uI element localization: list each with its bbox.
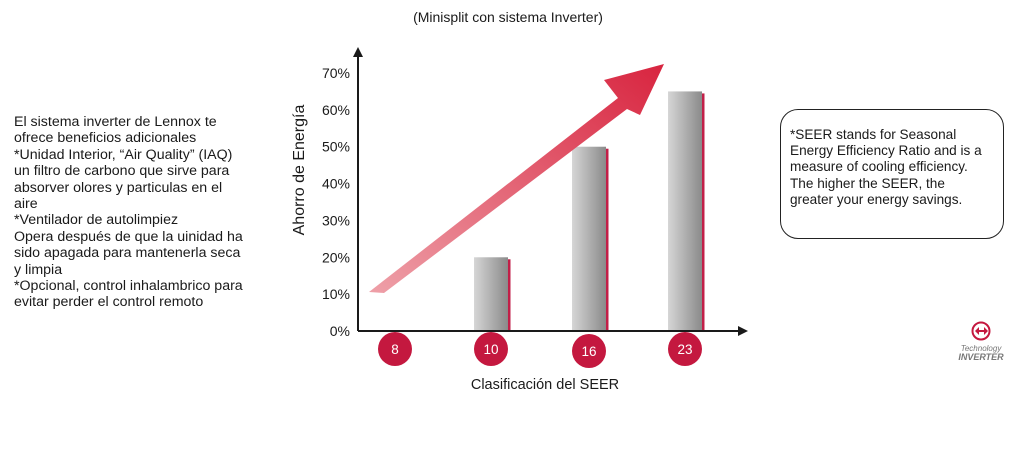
benefits-line: y limpia: [14, 261, 63, 278]
note-line: The higher the SEER, the: [790, 175, 945, 191]
y-axis-title: Ahorro de Energía: [291, 105, 308, 236]
y-axis-arrowhead: [353, 47, 363, 57]
benefits-line: Opera después de que la uinidad ha: [14, 228, 243, 245]
seer-badge: [474, 332, 508, 366]
benefits-line: sido apagada para mantenerla seca: [14, 245, 241, 262]
benefits-line: *Unidad Interior, “Air Quality” (IAQ): [14, 146, 233, 163]
y-tick-label: 50%: [322, 139, 350, 155]
benefits-line: un filtro de carbono que sirve para: [14, 163, 230, 180]
note-line: greater your energy savings.: [790, 191, 963, 207]
benefits-text: El sistema inverter de Lennox te ofrece …: [14, 114, 289, 311]
benefits-line: *Ventilador de autolimpiez: [14, 212, 179, 229]
bar-edge: [702, 93, 705, 331]
bar-edge: [606, 148, 609, 331]
benefits-line: ofrece beneficios adicionales: [14, 130, 197, 147]
bar-edge: [508, 259, 511, 331]
y-tick-label: 10%: [322, 286, 350, 302]
logo-line-technology: Technology: [961, 344, 1003, 353]
y-tick-label: 30%: [322, 212, 350, 228]
benefits-line: *Opcional, control inhalambrico para: [14, 278, 243, 295]
benefits-line: absorver olores y particulas en el: [14, 179, 223, 196]
seer-note-box: *SEER stands for Seasonal Energy Efficie…: [780, 109, 1004, 239]
benefits-line: aire: [14, 196, 38, 213]
note-line: *SEER stands for Seasonal: [790, 127, 957, 142]
seer-badge: [668, 332, 702, 366]
x-tick-label: 8: [391, 342, 399, 357]
x-tick-label: 23: [677, 342, 692, 357]
y-tick-label: 40%: [322, 176, 350, 192]
y-tick-label: 60%: [322, 102, 350, 118]
seer-badge: [572, 334, 606, 368]
bar: [668, 91, 702, 331]
x-axis-title: Clasificación del SEER: [471, 377, 619, 393]
inverter-logo-icon: Technology INVERTER: [958, 321, 1004, 362]
benefits-line: El sistema inverter de Lennox te: [14, 114, 217, 130]
chart-subtitle: (Minisplit con sistema Inverter): [413, 9, 603, 25]
note-line: measure of cooling efficiency.: [790, 159, 968, 175]
y-tick-label: 20%: [322, 249, 350, 265]
bar: [572, 146, 606, 331]
trend-arrow: [369, 64, 664, 293]
benefits-line: evitar perder el control remoto: [14, 294, 204, 311]
x-tick-label: 16: [581, 344, 596, 359]
note-line: Energy Efficiency Ratio and is a: [790, 143, 982, 159]
y-tick-label: 70%: [322, 65, 350, 81]
x-axis-arrowhead: [738, 326, 748, 336]
seer-badge: [378, 332, 412, 366]
technology-inverter-logo: Technology INVERTER: [948, 320, 1014, 366]
x-tick-label: 10: [483, 342, 498, 357]
y-tick-label: 0%: [330, 323, 350, 339]
logo-line-inverter: INVERTER: [958, 352, 1004, 362]
bar: [474, 257, 508, 331]
